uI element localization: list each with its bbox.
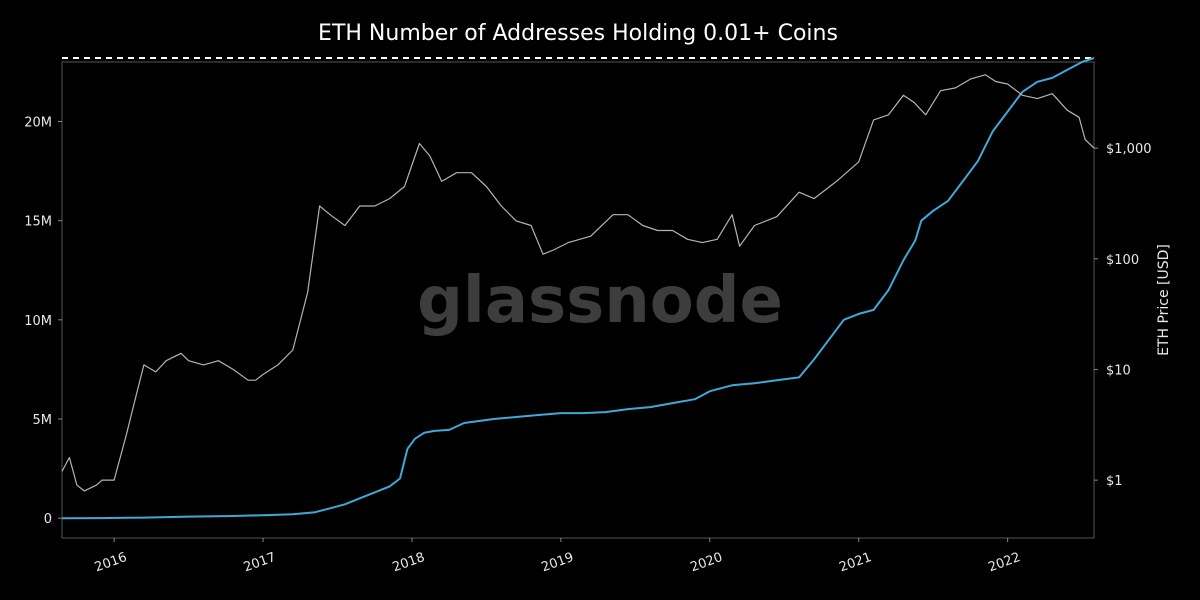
left-tick-label: 15M <box>24 215 52 230</box>
left-tick-label: 5M <box>33 413 53 428</box>
eth-price-line <box>61 74 1095 492</box>
chart-title: ETH Number of Addresses Holding 0.01+ Co… <box>318 21 838 46</box>
x-tick-label: 2016 <box>93 550 129 575</box>
right-axis-ticks: $1 $10 $100 $1,000 <box>1094 142 1152 489</box>
left-tick-label: 0 <box>44 512 52 527</box>
x-tick-label: 2022 <box>986 550 1022 575</box>
x-tick-label: 2020 <box>688 550 724 575</box>
x-tick-label: 2019 <box>540 550 576 575</box>
left-axis-ticks: 0 5M 10M 15M 20M <box>24 116 62 527</box>
left-tick-label: 20M <box>24 116 52 131</box>
right-tick-label: $1,000 <box>1106 142 1152 157</box>
series-layer <box>61 57 1095 520</box>
x-axis-ticks: 2016 2017 2018 2019 2020 2021 2022 <box>93 538 1023 575</box>
watermark-logo: glassnode <box>417 264 783 338</box>
address-count-line <box>61 57 1095 520</box>
right-tick-label: $100 <box>1106 253 1139 268</box>
right-axis-label: ETH Price [USD] <box>1156 244 1172 356</box>
plot-area-frame <box>61 61 1095 539</box>
x-tick-label: 2021 <box>837 550 873 575</box>
x-tick-label: 2018 <box>391 550 427 575</box>
right-tick-label: $1 <box>1106 474 1123 489</box>
x-tick-label: 2017 <box>242 550 278 575</box>
left-tick-label: 10M <box>24 314 52 329</box>
right-tick-label: $10 <box>1106 363 1131 378</box>
